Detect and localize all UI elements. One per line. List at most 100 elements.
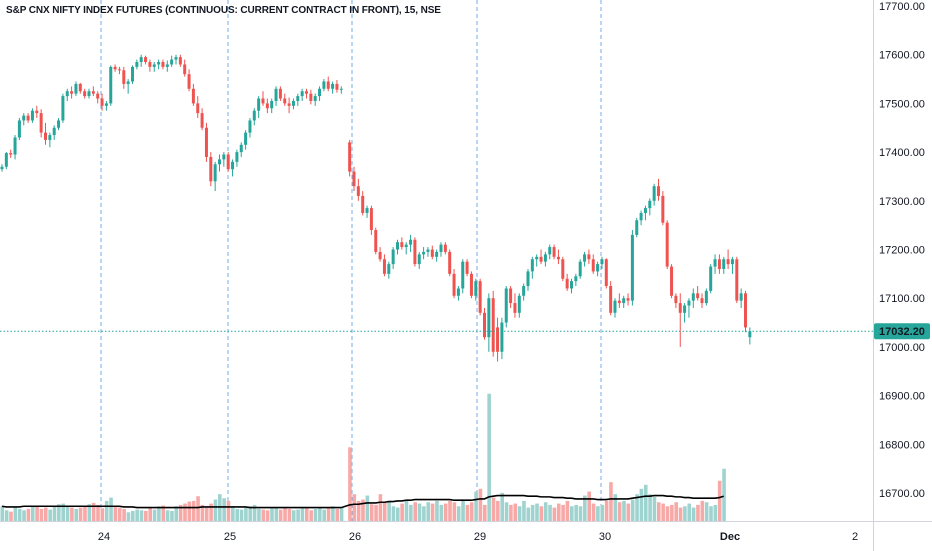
- candle: [74, 81, 78, 97]
- price-axis[interactable]: [873, 0, 932, 521]
- volume-bar: [70, 507, 74, 521]
- volume-bar: [491, 497, 496, 521]
- candle-body: [139, 57, 143, 62]
- volume-bar: [496, 500, 500, 521]
- candle-body: [661, 195, 665, 223]
- volume-bar: [135, 509, 139, 521]
- candle-body: [213, 164, 217, 182]
- volume-bar: [570, 506, 574, 521]
- candle-body: [565, 278, 569, 289]
- volume-bar: [100, 508, 105, 521]
- candle: [369, 205, 373, 235]
- candle: [687, 298, 691, 318]
- candle-body: [652, 186, 656, 201]
- volume-bar: [30, 505, 35, 521]
- volume-bar: [604, 500, 609, 521]
- volume-bar: [409, 504, 413, 521]
- candle-body: [643, 208, 647, 213]
- candle: [9, 149, 13, 158]
- candle-body: [261, 98, 265, 104]
- candle: [657, 178, 660, 201]
- candle: [252, 108, 256, 126]
- candle-body: [522, 286, 526, 296]
- candle: [356, 178, 360, 201]
- candle: [491, 290, 495, 357]
- volume-bar: [361, 499, 365, 521]
- candle-body: [630, 234, 634, 301]
- volume-bar: [539, 506, 544, 521]
- volume-bar: [548, 504, 552, 521]
- candle: [617, 293, 621, 308]
- candle-body: [17, 120, 21, 138]
- chart-title: S&P CNX NIFTY INDEX FUTURES (CONTINUOUS:…: [6, 5, 441, 16]
- candle: [461, 259, 465, 294]
- candle-body: [626, 298, 630, 301]
- volume-bar: [331, 506, 335, 521]
- candle: [530, 256, 534, 279]
- volume-bars: [0, 393, 726, 521]
- candle-body: [683, 305, 687, 313]
- candle-body: [583, 254, 587, 262]
- candle: [235, 149, 239, 167]
- volume-bar: [104, 500, 109, 521]
- candle-body: [735, 259, 739, 301]
- candle: [117, 66, 121, 75]
- candle: [374, 227, 378, 255]
- volume-bar: [452, 502, 457, 521]
- candle: [378, 247, 382, 262]
- candle-body: [287, 103, 291, 106]
- candle-body: [717, 259, 721, 269]
- candle: [226, 152, 230, 172]
- volume-bar: [687, 503, 692, 521]
- candle: [391, 247, 395, 269]
- candle: [157, 59, 161, 70]
- candle-body: [65, 91, 69, 97]
- candle-body: [87, 91, 91, 97]
- candle-body: [305, 91, 308, 94]
- candle-body: [348, 142, 352, 172]
- candle-body: [174, 57, 178, 60]
- candle: [57, 118, 61, 131]
- volume-bar: [0, 506, 5, 521]
- candle: [305, 88, 308, 99]
- candle-body: [170, 59, 174, 65]
- candle: [248, 118, 252, 138]
- volume-bar: [556, 503, 561, 521]
- candle-body: [296, 96, 300, 101]
- time-axis[interactable]: [0, 521, 873, 551]
- candle: [609, 281, 613, 316]
- candle-body: [356, 186, 360, 196]
- candle: [678, 293, 682, 347]
- candle-body: [587, 254, 591, 260]
- volume-bar: [296, 509, 300, 521]
- volume-bar: [213, 499, 218, 521]
- candle: [422, 247, 426, 260]
- candle-body: [57, 120, 61, 128]
- candle: [622, 295, 626, 308]
- candle: [300, 88, 304, 101]
- candle: [504, 286, 508, 328]
- volume-bar: [170, 510, 174, 521]
- volume-bar: [469, 502, 474, 521]
- candle: [239, 142, 243, 157]
- candle-body: [0, 166, 4, 170]
- candle-body: [48, 135, 52, 140]
- candle: [231, 159, 235, 177]
- candle-body: [248, 120, 252, 133]
- volume-bar: [287, 508, 292, 521]
- volume-bar: [369, 504, 374, 521]
- candle-body: [135, 62, 139, 67]
- candle-body: [483, 312, 486, 338]
- candle-body: [196, 103, 200, 114]
- volume-bar: [443, 503, 448, 521]
- candle: [396, 239, 399, 255]
- candle-body: [200, 113, 204, 128]
- candle: [87, 88, 91, 99]
- volume-bar: [435, 500, 439, 521]
- candle: [513, 293, 517, 318]
- volume-bar: [352, 494, 357, 521]
- volume-bar: [356, 500, 361, 521]
- candle: [152, 62, 156, 72]
- candle-body: [283, 98, 287, 104]
